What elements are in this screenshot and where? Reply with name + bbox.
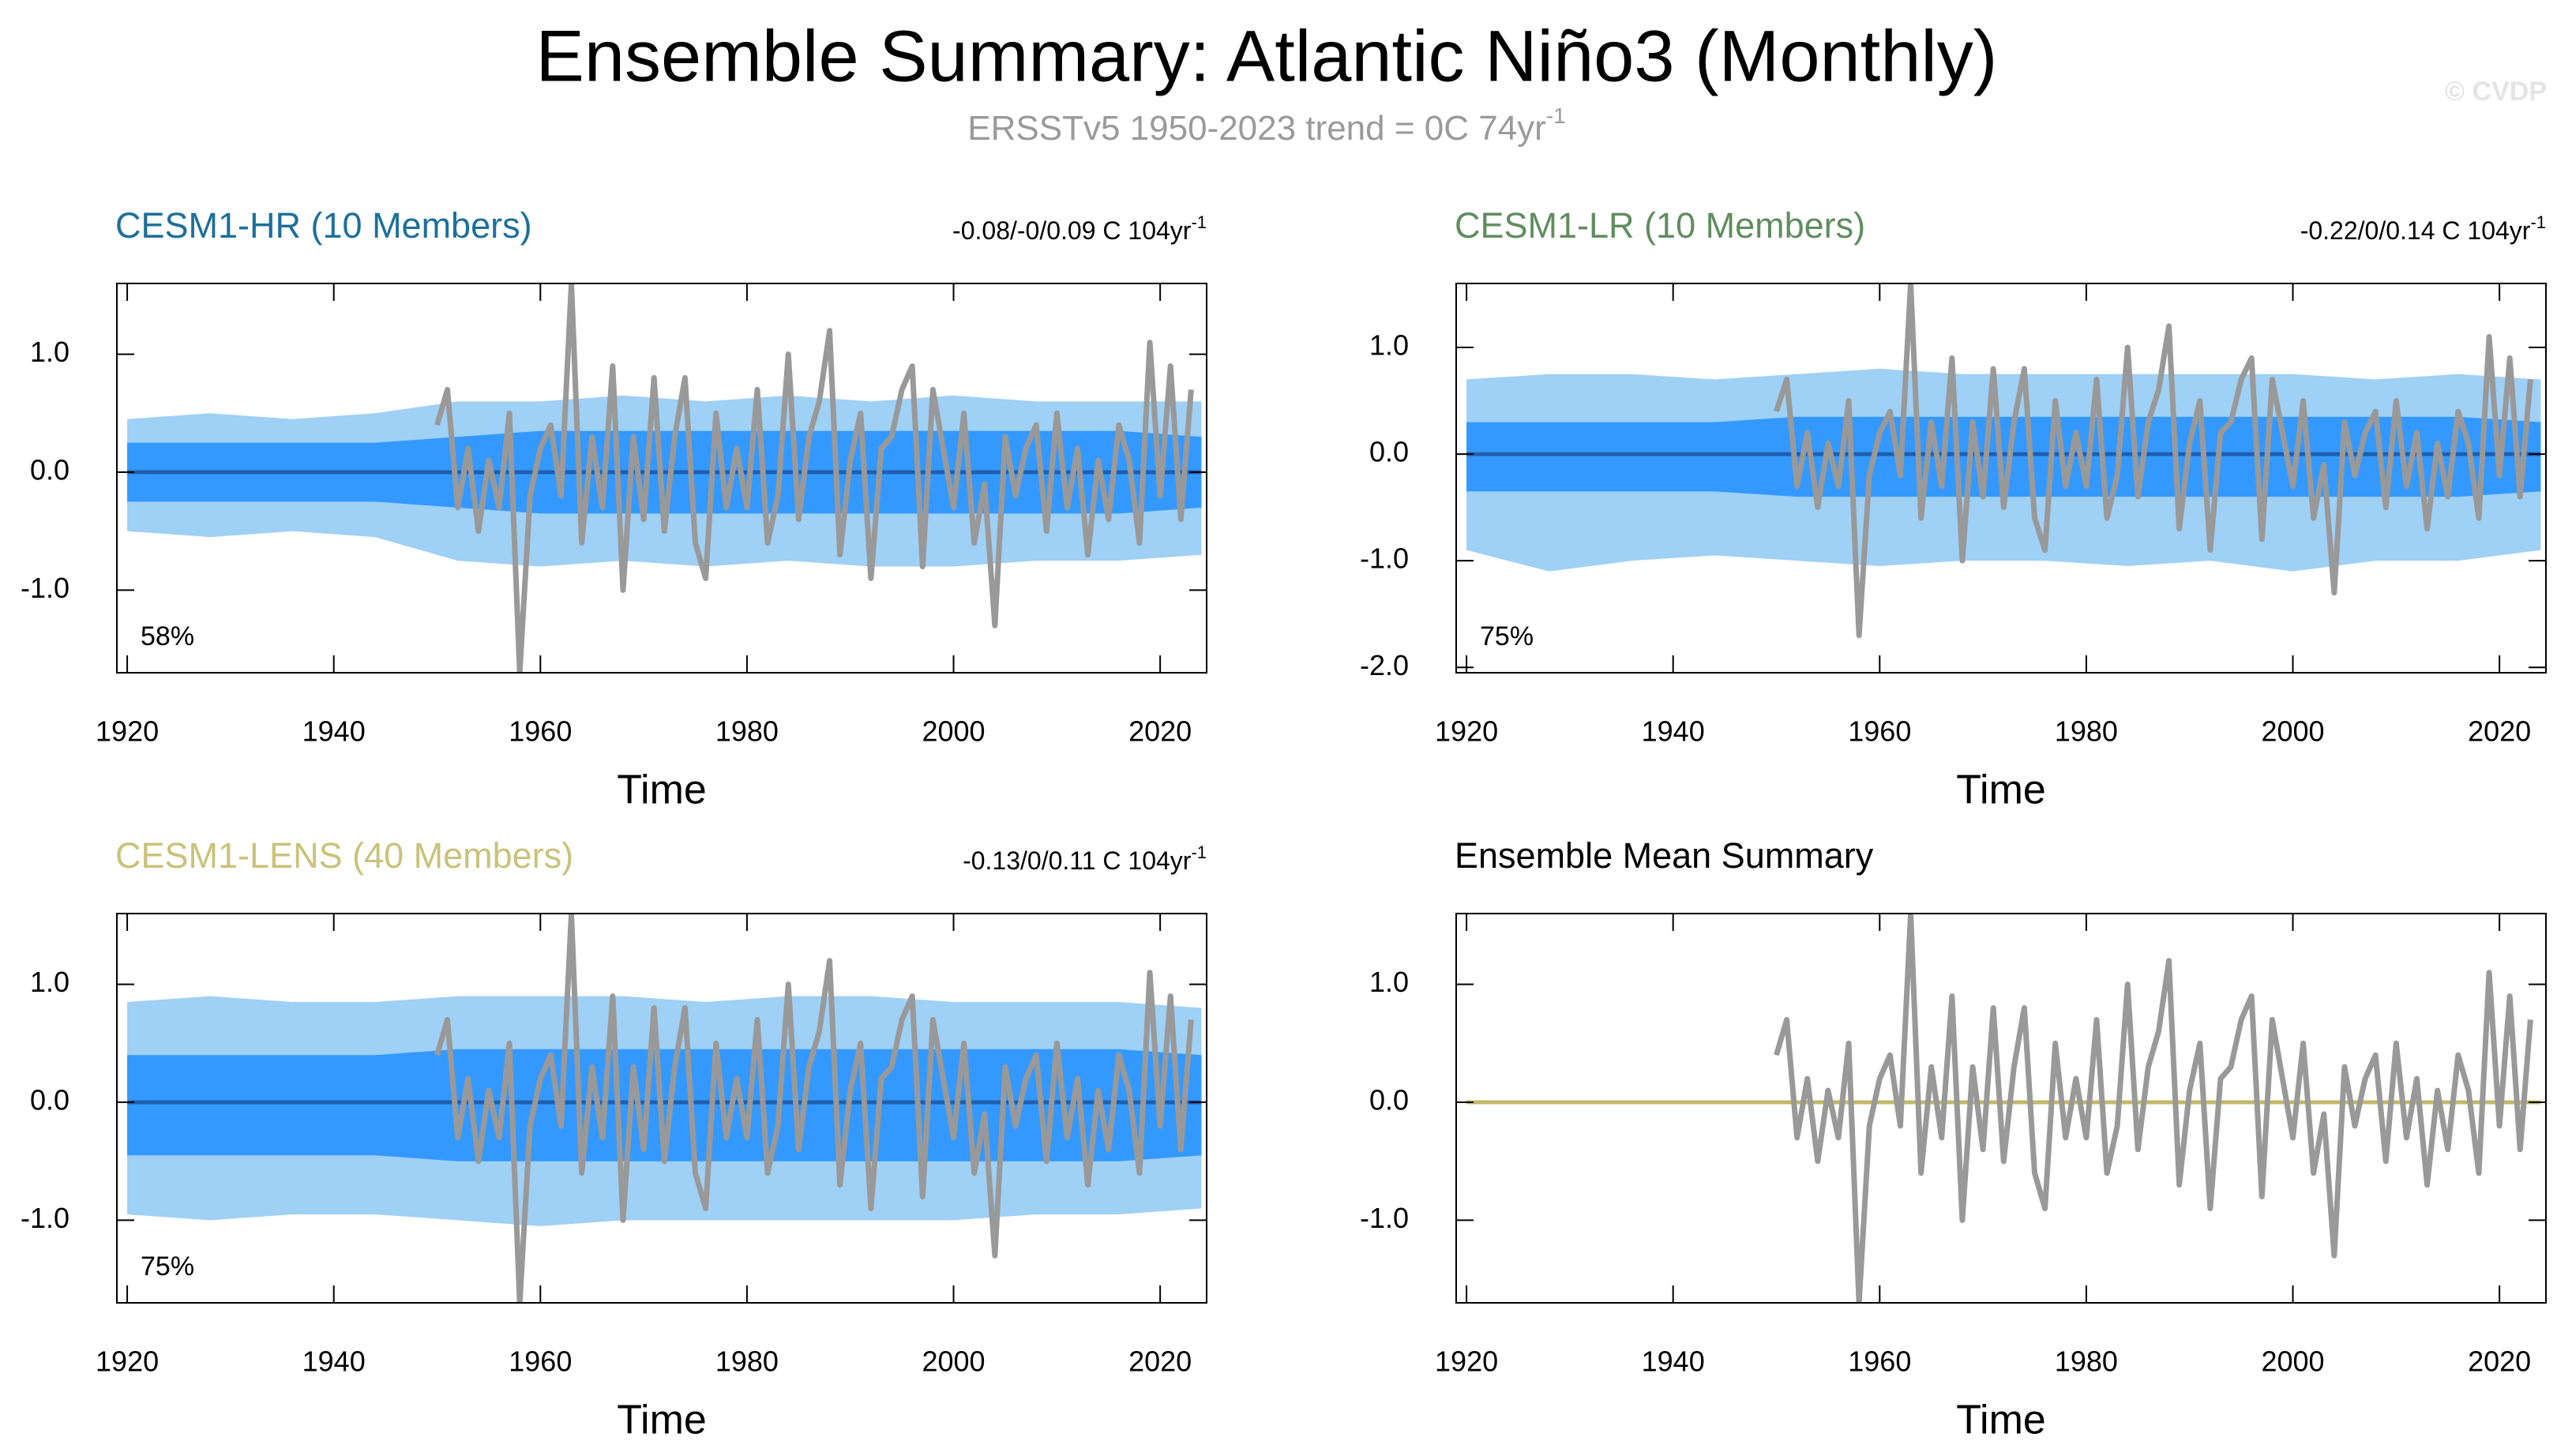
panel: -1.0 0.0 1.0 1920 1940 1960 1980 2000 2020 Time En… <box>1360 835 2547 1443</box>
trend-sup: -1 <box>1191 842 1207 862</box>
x-tick-label: 2000 <box>922 1345 985 1378</box>
panel-title: CESM1-LENS (40 Members) <box>115 835 573 876</box>
y-tick-label: -1.0 <box>21 1202 69 1234</box>
panel-title: Ensemble Mean Summary <box>1455 835 1874 876</box>
subtitle-text: ERSSTv5 1950-2023 trend = 0C 74yr <box>967 109 1546 148</box>
x-tick-label: 1940 <box>302 1345 366 1378</box>
x-axis-label: Time <box>617 767 707 813</box>
x-tick-label: 2020 <box>1128 1345 1192 1378</box>
figure-subtitle: ERSSTv5 1950-2023 trend = 0C 74yr-1 <box>967 103 1565 147</box>
x-tick-label: 2020 <box>2468 1345 2531 1378</box>
y-tick-label: 1.0 <box>1369 966 1409 998</box>
plot-frame <box>116 283 1207 674</box>
observed-line <box>1774 914 2533 1303</box>
plot-area <box>1466 283 2541 639</box>
y-tick-label: -1.0 <box>1360 1202 1409 1234</box>
x-tick-label: 1940 <box>302 715 366 748</box>
percent-label: 75% <box>1480 621 1534 651</box>
y-tick-label: -1.0 <box>21 572 69 604</box>
trend-sup: -1 <box>1191 212 1207 232</box>
panel: -1.0 0.0 1.0 1920 1940 1960 1980 2000 2020 Time CE… <box>21 835 1207 1443</box>
observed-line <box>1774 283 2533 639</box>
x-tick-label: 1920 <box>1435 1345 1498 1378</box>
x-axis-label: Time <box>1956 1398 2046 1443</box>
x-axis-label: Time <box>617 1398 707 1443</box>
x-tick-label: 2000 <box>2261 715 2324 748</box>
plot-area <box>1466 914 2541 1303</box>
trend-text: -0.22/0/0.14 C 104yr <box>2300 216 2531 245</box>
x-tick-label: 2020 <box>2468 715 2531 748</box>
x-tick-label: 1960 <box>1848 715 1911 748</box>
y-tick-label: 1.0 <box>1369 329 1409 362</box>
y-tick-label: 0.0 <box>30 454 69 486</box>
x-tick-label: 2000 <box>2261 1345 2324 1378</box>
x-tick-label: 1920 <box>96 715 159 748</box>
x-axis-label: Time <box>1956 767 2046 813</box>
subtitle-sup: -1 <box>1546 103 1566 128</box>
y-tick-label: 0.0 <box>1369 1084 1409 1116</box>
x-tick-label: 1980 <box>2055 1345 2118 1378</box>
x-tick-label: 1960 <box>509 715 572 748</box>
observed-line <box>434 914 1194 1303</box>
ensemble-spread <box>1466 416 2541 497</box>
y-tick-label: 1.0 <box>30 966 69 998</box>
trend-label: -0.13/0/0.11 C 104yr-1 <box>963 842 1207 876</box>
plot-frame <box>116 913 1207 1304</box>
plot-frame <box>1455 913 2547 1304</box>
y-tick-label: -1.0 <box>1360 542 1409 575</box>
y-tick-label: 1.0 <box>30 336 69 368</box>
x-tick-label: 1980 <box>2055 715 2118 748</box>
figure-title: Ensemble Summary: Atlantic Niño3 (Monthl… <box>536 16 1998 96</box>
x-tick-label: 1960 <box>1848 1345 1911 1378</box>
trend-text: -0.08/-0/0.09 C 104yr <box>952 216 1192 245</box>
plot-area <box>127 914 1202 1303</box>
x-tick-label: 1940 <box>1642 1345 1705 1378</box>
trend-label: -0.08/-0/0.09 C 104yr-1 <box>952 212 1207 246</box>
x-tick-label: 1960 <box>509 1345 572 1378</box>
x-tick-label: 1920 <box>96 1345 159 1378</box>
panel-title: CESM1-LR (10 Members) <box>1455 205 1865 246</box>
plot-frame <box>1455 283 2547 674</box>
y-tick-label: 0.0 <box>30 1084 69 1116</box>
percent-label: 58% <box>141 621 194 651</box>
ensemble-spread <box>127 1049 1202 1161</box>
panel-title: CESM1-HR (10 Members) <box>115 205 532 246</box>
x-tick-label: 1940 <box>1642 715 1705 748</box>
y-tick-label: -2.0 <box>1360 649 1409 681</box>
trend-sup: -1 <box>2530 212 2546 232</box>
y-tick-label: 0.0 <box>1369 436 1409 468</box>
plot-area <box>127 283 1202 673</box>
watermark: © CVDP <box>2445 77 2547 107</box>
x-tick-label: 2020 <box>1128 715 1192 748</box>
trend-text: -0.13/0/0.11 C 104yr <box>963 846 1192 875</box>
x-tick-label: 1980 <box>715 1345 779 1378</box>
observed-line <box>434 283 1194 673</box>
panel: -2.0 -1.0 0.0 1.0 1920 1940 1960 1980 2000 2020 Ti… <box>1360 205 2547 813</box>
percent-label: 75% <box>141 1251 194 1282</box>
x-tick-label: 1920 <box>1435 715 1498 748</box>
x-tick-label: 1980 <box>715 715 779 748</box>
trend-label: -0.22/0/0.14 C 104yr-1 <box>2300 212 2546 246</box>
panel: -1.0 0.0 1.0 1920 1940 1960 1980 2000 2020 Time CE… <box>21 205 1207 813</box>
x-tick-label: 2000 <box>922 715 985 748</box>
